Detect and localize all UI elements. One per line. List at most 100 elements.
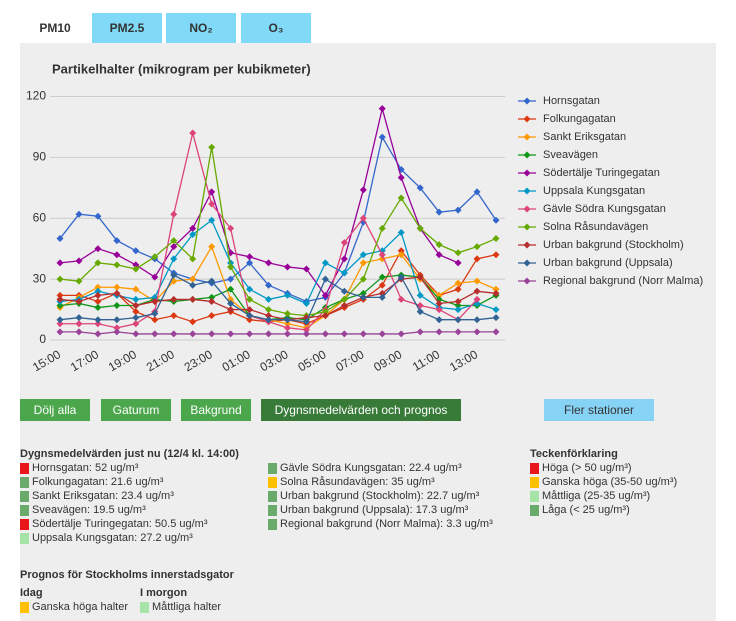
point bbox=[340, 239, 348, 247]
point bbox=[189, 129, 197, 137]
list-item: Gävle Södra Kungsgatan: 22.4 ug/m³ bbox=[268, 461, 493, 475]
point bbox=[492, 285, 500, 293]
point bbox=[151, 330, 159, 338]
point bbox=[283, 316, 291, 324]
color-swatch bbox=[268, 518, 277, 530]
color-swatch bbox=[530, 462, 539, 474]
color-swatch bbox=[20, 490, 29, 502]
item-text: Södertälje Turingegatan: 50.5 ug/m³ bbox=[32, 518, 208, 530]
point bbox=[208, 143, 216, 151]
item-text: Hornsgatan: 52 ug/m³ bbox=[32, 462, 139, 474]
point bbox=[189, 318, 197, 326]
color-swatch bbox=[20, 601, 29, 613]
legend-marker bbox=[523, 133, 531, 141]
point bbox=[416, 184, 424, 192]
point bbox=[56, 235, 64, 243]
point bbox=[454, 328, 462, 336]
point bbox=[435, 299, 443, 307]
point bbox=[340, 330, 348, 338]
point bbox=[265, 259, 273, 267]
button[interactable]: Fler stationer bbox=[544, 399, 654, 421]
point bbox=[265, 330, 273, 338]
list-item: Sankt Eriksgatan: 23.4 ug/m³ bbox=[20, 489, 208, 503]
point bbox=[454, 306, 462, 314]
button[interactable]: Dygnsmedelvärden och prognos bbox=[261, 399, 461, 421]
item-text: Uppsala Kungsgatan: 27.2 ug/m³ bbox=[32, 532, 193, 544]
point bbox=[473, 295, 481, 303]
point bbox=[435, 328, 443, 336]
point bbox=[492, 328, 500, 336]
point bbox=[246, 295, 254, 303]
button[interactable]: Dölj alla bbox=[20, 399, 90, 421]
series-line bbox=[59, 108, 459, 297]
button[interactable]: Bakgrund bbox=[181, 399, 251, 421]
list-item: Sveavägen: 19.5 ug/m³ bbox=[20, 503, 208, 517]
point bbox=[75, 314, 83, 322]
point bbox=[416, 308, 424, 316]
point bbox=[56, 316, 64, 324]
section-title: Dygnsmedelvärden just nu (12/4 kl. 14:00… bbox=[20, 448, 239, 460]
point bbox=[170, 243, 178, 251]
legend-label: Folkungagatan bbox=[543, 113, 616, 125]
point bbox=[132, 314, 140, 322]
point bbox=[473, 328, 481, 336]
point bbox=[132, 285, 140, 293]
point bbox=[340, 302, 348, 310]
tab[interactable]: PM10 bbox=[20, 13, 90, 43]
tab[interactable]: O₃ bbox=[241, 13, 311, 43]
section-title: Prognos för Stockholms innerstadsgator bbox=[20, 569, 234, 581]
point bbox=[283, 320, 291, 328]
point bbox=[416, 328, 424, 336]
point bbox=[340, 287, 348, 295]
point bbox=[265, 316, 273, 324]
list-item: Hornsgatan: 52 ug/m³ bbox=[20, 461, 208, 475]
point bbox=[56, 328, 64, 336]
tab[interactable]: PM2.5 bbox=[92, 13, 162, 43]
point bbox=[378, 281, 386, 289]
point bbox=[208, 200, 216, 208]
item-text: Höga (> 50 ug/m³) bbox=[542, 462, 632, 474]
point bbox=[397, 228, 405, 236]
point bbox=[473, 287, 481, 295]
forecast: I morgon Måttliga halter bbox=[140, 587, 221, 614]
button[interactable]: Gaturum bbox=[101, 399, 171, 421]
point bbox=[94, 330, 102, 338]
legend-marker bbox=[523, 115, 531, 123]
list-item: Södertälje Turingegatan: 50.5 ug/m³ bbox=[20, 517, 208, 531]
point bbox=[113, 261, 121, 269]
point bbox=[189, 281, 197, 289]
y-tick-label: 30 bbox=[33, 271, 47, 285]
x-tick-label: 19:00 bbox=[106, 347, 139, 374]
point bbox=[321, 259, 329, 267]
color-swatch bbox=[20, 476, 29, 488]
color-swatch bbox=[20, 518, 29, 530]
point bbox=[94, 291, 102, 299]
point bbox=[132, 295, 140, 303]
legend-marker bbox=[523, 277, 531, 285]
legend-marker bbox=[523, 223, 531, 231]
point bbox=[151, 297, 159, 305]
legend-label: Solna Råsundavägen bbox=[543, 221, 648, 233]
point bbox=[473, 316, 481, 324]
item-text: Sveavägen: 19.5 ug/m³ bbox=[32, 504, 146, 516]
series-line bbox=[59, 276, 497, 321]
item-text: Solna Råsundavägen: 35 ug/m³ bbox=[280, 476, 435, 488]
point bbox=[94, 320, 102, 328]
point bbox=[492, 306, 500, 314]
list-item: Solna Råsundavägen: 35 ug/m³ bbox=[268, 475, 493, 489]
item-text: Låga (< 25 ug/m³) bbox=[542, 504, 630, 516]
chart-title: Partikelhalter (mikrogram per kubikmeter… bbox=[52, 61, 311, 76]
tab[interactable]: NO₂ bbox=[166, 13, 236, 43]
legend-label: Hornsgatan bbox=[543, 95, 600, 107]
point bbox=[321, 275, 329, 283]
point bbox=[397, 251, 405, 259]
list-item: Regional bakgrund (Norr Malma): 3.3 ug/m… bbox=[268, 517, 493, 531]
point bbox=[321, 312, 329, 320]
point bbox=[189, 224, 197, 232]
point bbox=[283, 310, 291, 318]
y-tick-label: 60 bbox=[33, 210, 47, 224]
point bbox=[132, 330, 140, 338]
point bbox=[246, 306, 254, 314]
